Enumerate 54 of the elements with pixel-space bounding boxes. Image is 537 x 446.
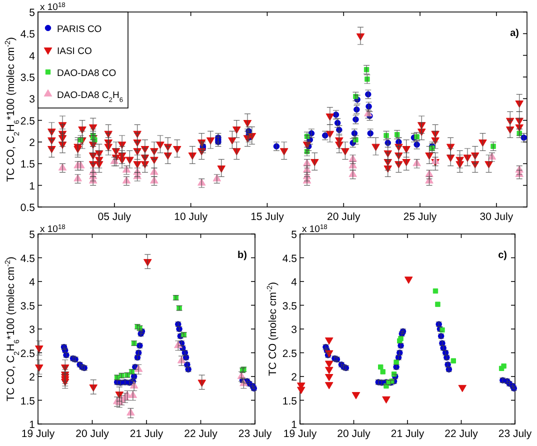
- x-tick-label: 22 July: [444, 428, 479, 440]
- x-tick-label: 15 July: [250, 211, 285, 223]
- y-tick-label: 5: [29, 229, 36, 241]
- y-tick-label: 1: [29, 419, 36, 431]
- y-tick-label: 2: [29, 372, 36, 384]
- x-tick-label: 23 July: [498, 428, 532, 440]
- y-tick-label: 4: [29, 276, 36, 288]
- legend-label: DAO-DA8 C$_{2}$H$_{6}$: [57, 90, 124, 104]
- y-tick-label: 3: [291, 324, 298, 336]
- y-tick-label: 3: [29, 324, 36, 336]
- annotation: x 10$^{18}$: [40, 2, 66, 13]
- annotation: x 10$^{18}$: [302, 224, 328, 235]
- y-tick-label: 4: [291, 276, 298, 288]
- x-tick-label: 20 July: [326, 211, 362, 223]
- y-tick-label: 2.5: [20, 115, 36, 128]
- y-tick-label: 1.5: [20, 158, 36, 171]
- y-tick-label: 2.5: [20, 348, 36, 360]
- y-tick-label: 2.5: [282, 348, 298, 360]
- y-tick-label: 2: [29, 137, 36, 149]
- y-tick-label: 3.5: [20, 300, 36, 312]
- x-tick-label: 19 July: [283, 428, 318, 440]
- y-tick-label: 3: [29, 94, 36, 106]
- y-tick-label: 0.5: [20, 202, 36, 214]
- x-tick-label: 25 July: [403, 211, 438, 223]
- annotation: b): [238, 250, 247, 261]
- y-tick-label: 1: [291, 419, 298, 431]
- y-tick-label: 3.5: [282, 300, 298, 312]
- y-tick-label: 1.5: [282, 395, 298, 408]
- legend-label: IASI CO: [57, 46, 92, 57]
- y-tick-label: 4.5: [20, 28, 36, 41]
- annotation: x 10$^{18}$: [40, 224, 66, 235]
- x-tick-label: 19 July: [21, 428, 56, 440]
- x-tick-label: 20 July: [76, 428, 110, 440]
- x-tick-label: 21 July: [130, 428, 164, 440]
- x-tick-label: 20 July: [337, 428, 372, 440]
- x-tick-label: 30 July: [480, 211, 514, 223]
- annotation: c): [498, 250, 507, 261]
- y-tick-label: 1: [29, 180, 36, 192]
- x-tick-label: 05 July: [98, 211, 132, 223]
- x-tick-label: 10 July: [174, 211, 208, 223]
- x-tick-label: 21 July: [390, 428, 425, 440]
- y-tick-label: 1.5: [20, 395, 36, 408]
- y-tick-label: 2: [291, 372, 298, 384]
- x-tick-label: 23 July: [238, 428, 272, 440]
- annotation: a): [510, 28, 519, 39]
- legend-label: DAO-DA8 CO: [57, 68, 116, 79]
- x-tick-label: 22 July: [184, 428, 218, 440]
- y-tick-label: 4.5: [20, 252, 36, 265]
- legend-label: PARIS CO: [57, 24, 102, 35]
- y-tick-label: 5: [29, 7, 36, 19]
- y-tick-label: 4: [29, 50, 36, 62]
- y-tick-label: 5: [291, 229, 298, 241]
- y-tick-label: 4.5: [282, 252, 298, 265]
- y-tick-label: 3.5: [20, 72, 36, 84]
